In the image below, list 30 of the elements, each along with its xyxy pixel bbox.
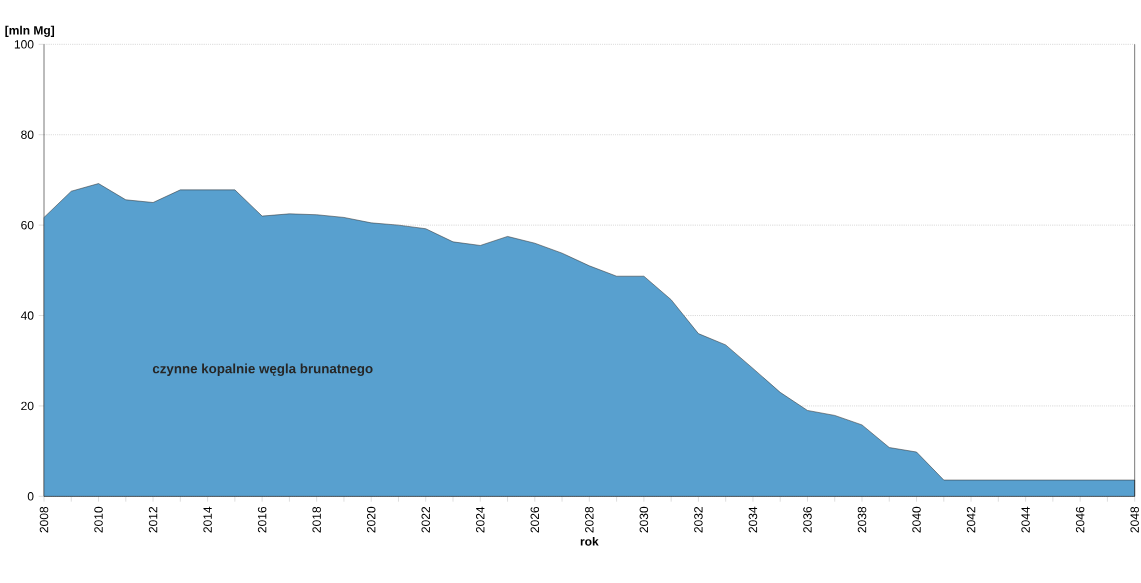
x-tick-label: 2042	[966, 506, 976, 533]
x-tick-label: 2024	[476, 506, 485, 533]
x-tick-label: 2046	[1075, 506, 1085, 533]
x-tick-label: 2026	[530, 506, 540, 533]
x-tick-label: 2014	[203, 506, 212, 533]
x-tick-label: 2034	[748, 506, 758, 533]
x-tick-label: 2020	[366, 506, 376, 533]
y-tick-label: 40	[20, 311, 34, 320]
x-tick-label: 2022	[421, 506, 430, 533]
x-tick-label: 2008	[39, 506, 49, 533]
x-tick-label: 2028	[585, 506, 594, 533]
annotation: czynne kopalnie węgla brunatnego	[152, 363, 373, 377]
x-tick-label: 2032	[694, 506, 703, 533]
y-tick-label: 0	[27, 492, 34, 501]
x-tick-label: 2018	[312, 506, 321, 533]
y-tick-label: 80	[21, 130, 34, 139]
x-tick-label: 2048	[1130, 506, 1139, 533]
x-axis-title: rok	[580, 536, 599, 546]
x-tick-label: 2036	[803, 506, 812, 533]
x-tick-label: 2010	[94, 506, 103, 533]
y-tick-label: 100	[14, 40, 34, 49]
x-tick-label: 2040	[912, 506, 921, 533]
x-tick-label: 2016	[257, 506, 267, 533]
y-tick-label: 20	[21, 401, 34, 411]
x-tick-label: 2030	[639, 506, 649, 533]
x-tick-label: 2012	[148, 506, 158, 533]
x-tick-label: 2038	[857, 506, 867, 533]
x-tick-label: 2044	[1021, 506, 1030, 533]
y-axis-title: [mln Mg]	[5, 25, 55, 37]
y-tick-label: 60	[21, 220, 34, 230]
